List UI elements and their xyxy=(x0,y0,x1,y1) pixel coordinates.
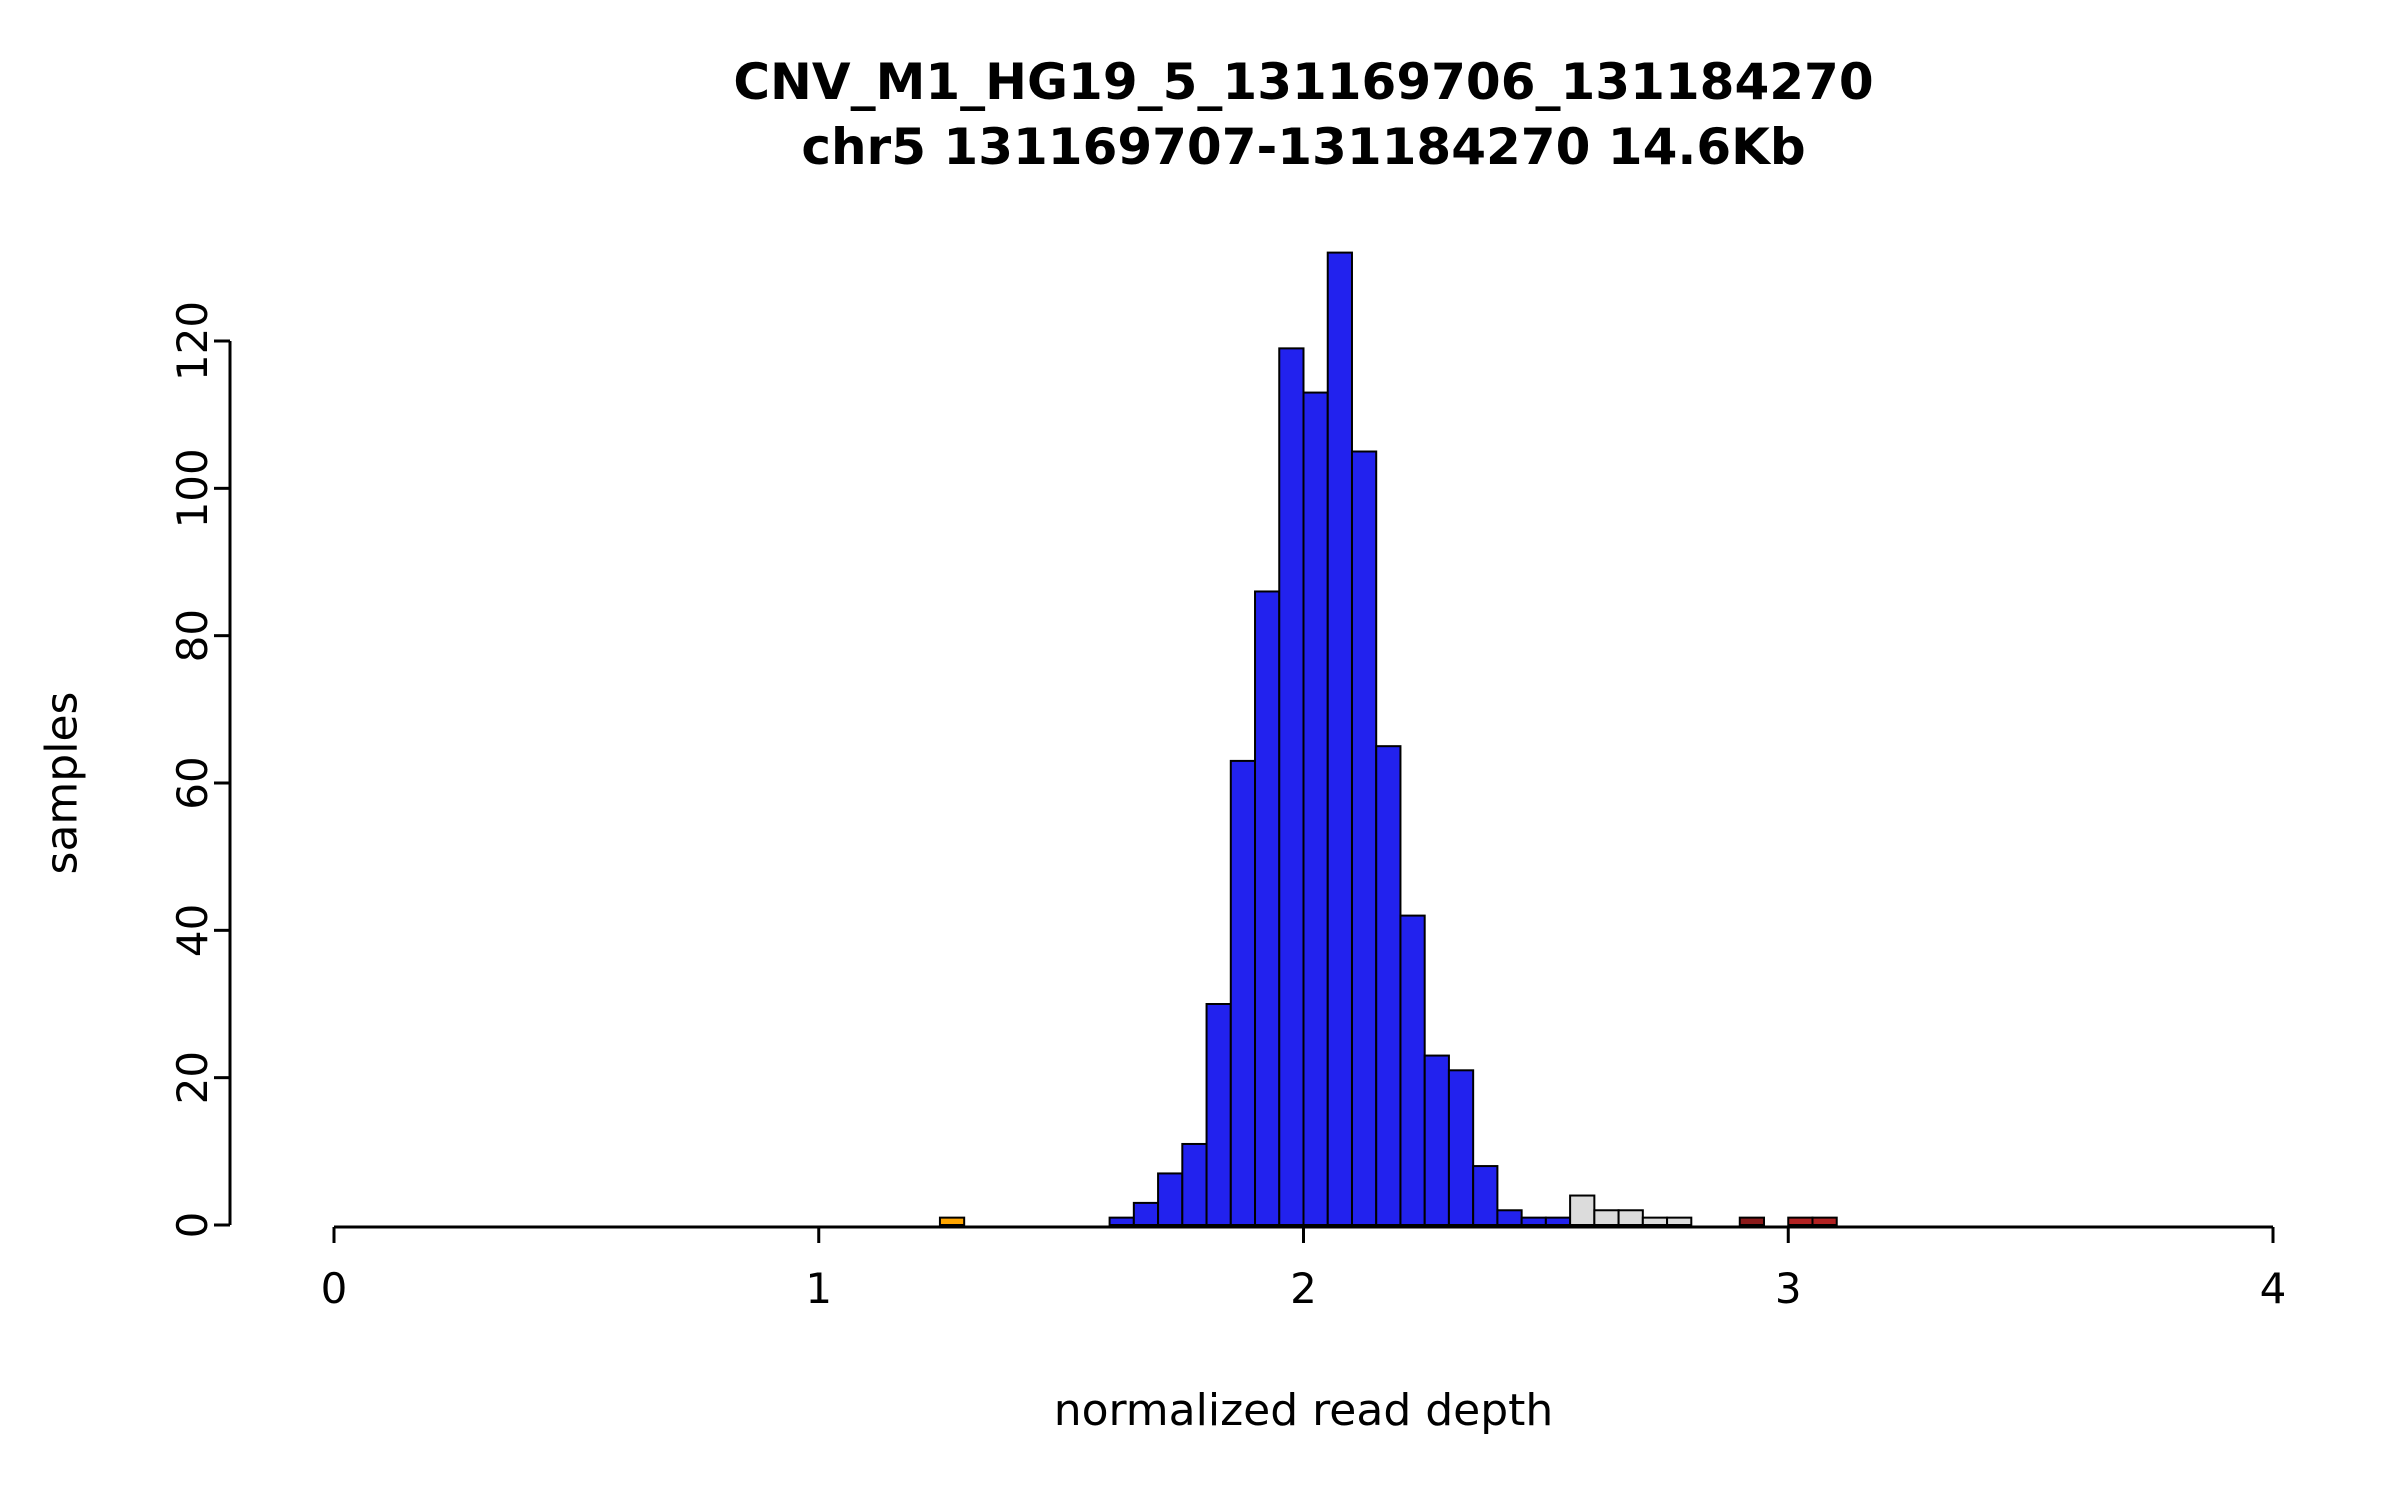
histogram-bar xyxy=(1617,1209,1644,1227)
chart-subtitle: chr5 131169707-131184270 14.6Kb xyxy=(801,118,1806,176)
histogram-bar xyxy=(1787,1216,1814,1226)
histogram-bar xyxy=(1447,1069,1475,1227)
chart-title: CNV_M1_HG19_5_131169706_131184270 xyxy=(733,53,1874,111)
histogram-bar xyxy=(1205,1003,1232,1226)
y-axis-tick-label: 20 xyxy=(168,1051,217,1104)
histogram-bar xyxy=(1302,391,1329,1227)
histogram-bar xyxy=(1326,251,1353,1227)
y-axis-tick-label: 100 xyxy=(168,448,217,528)
y-axis-label: samples xyxy=(36,691,88,875)
histogram-bar xyxy=(938,1216,966,1226)
histogram-bar xyxy=(1229,759,1257,1227)
x-axis-tick-label: 1 xyxy=(805,1264,832,1313)
y-axis-tick-label: 120 xyxy=(168,301,217,381)
histogram-bar xyxy=(1496,1209,1523,1227)
histogram-bar xyxy=(1375,745,1402,1227)
histogram-bar xyxy=(1520,1216,1547,1226)
y-axis-tick-label: 60 xyxy=(168,756,217,809)
x-axis-tick-label: 2 xyxy=(1290,1264,1317,1313)
histogram-bar xyxy=(1472,1165,1499,1226)
histogram-bar xyxy=(1157,1172,1184,1227)
histogram-bar xyxy=(1278,347,1305,1227)
y-axis-tick-label: 80 xyxy=(168,609,217,662)
histogram-bar xyxy=(1181,1142,1208,1227)
x-axis-tick-label: 0 xyxy=(321,1264,348,1313)
histogram-bar xyxy=(1811,1216,1838,1226)
y-axis-tick-label: 40 xyxy=(168,904,217,957)
histogram-bar xyxy=(1593,1209,1620,1227)
x-axis-tick-label: 4 xyxy=(2260,1264,2287,1313)
chart-title-block: CNV_M1_HG19_5_131169706_131184270 chr5 1… xyxy=(334,50,2273,180)
histogram-bar xyxy=(1544,1216,1572,1226)
x-axis-tick-label: 3 xyxy=(1775,1264,1802,1313)
x-axis-label: normalized read depth xyxy=(1053,1385,1554,1436)
histogram-bar xyxy=(1569,1194,1596,1226)
histogram-bar xyxy=(1399,914,1426,1226)
histogram-bar xyxy=(1108,1216,1135,1226)
histogram-bar xyxy=(1423,1054,1450,1226)
histogram-bar xyxy=(1738,1216,1766,1226)
histogram-bar xyxy=(1350,450,1378,1226)
histogram-bar xyxy=(1254,590,1281,1226)
histogram-bar xyxy=(1666,1216,1693,1226)
histogram-bar xyxy=(1132,1201,1160,1227)
y-axis-tick-label: 0 xyxy=(168,1212,217,1239)
histogram-bar xyxy=(1641,1216,1669,1226)
